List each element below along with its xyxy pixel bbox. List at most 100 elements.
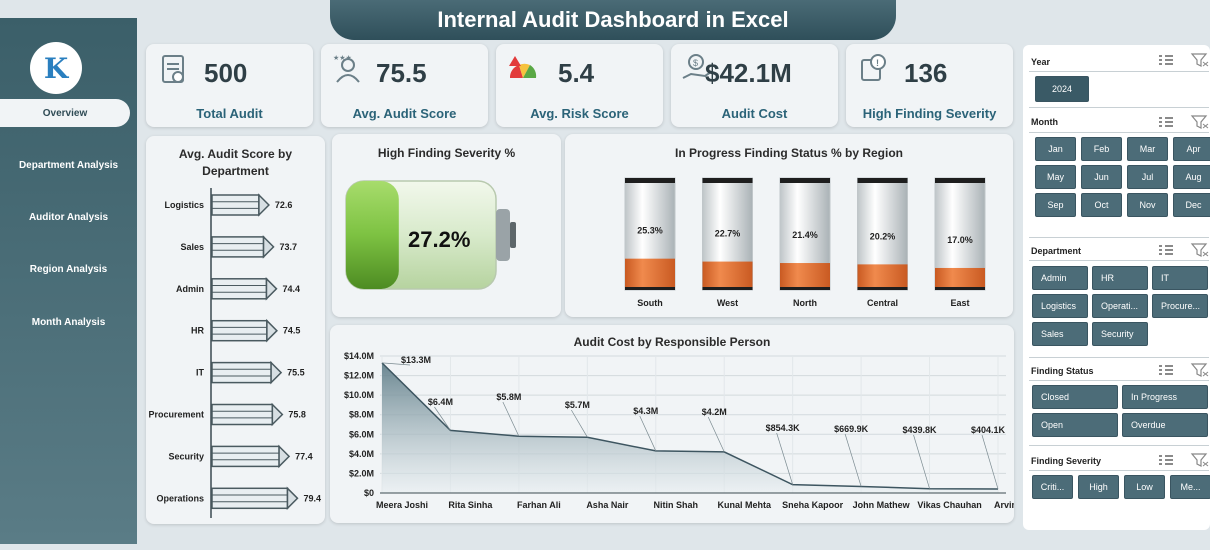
dept-bar-tip [278,444,291,469]
clear-filter-icon[interactable] [1183,53,1210,67]
year-2024[interactable]: 2024 [1035,76,1089,102]
status-slicer-label: Finding Status [1031,366,1094,376]
dept-option[interactable]: Sales [1032,322,1088,346]
nav-region-analysis[interactable]: Region Analysis [29,263,108,275]
battery-value: 27.2% [408,227,471,252]
data-label-leader [434,406,451,431]
sev-option[interactable]: Low [1124,475,1165,499]
page-title: Internal Audit Dashboard in Excel [437,7,789,32]
month-option[interactable]: Aug [1173,165,1210,189]
cost-area [382,362,998,493]
month-option[interactable]: Dec [1173,193,1210,217]
status-option[interactable]: Closed [1032,385,1118,409]
dept-bar-tip [286,486,299,511]
clear-filter-icon[interactable] [1183,115,1210,129]
nav-month-analysis[interactable]: Month Analysis [31,316,106,328]
region-value-label: 21.4% [792,230,818,240]
sev-option[interactable]: Me... [1170,475,1210,499]
month-option[interactable]: Jun [1081,165,1122,189]
svg-text:!: ! [876,58,879,68]
dept-category-label: Logistics [164,200,204,210]
dept-category-label: Security [168,451,204,461]
dept-category-label: Procurement [148,410,204,420]
sev-option[interactable]: High [1078,475,1119,499]
dept-option[interactable]: Logistics [1032,294,1088,318]
dept-option[interactable]: IT [1152,266,1208,290]
kpi-card-total-audit: 500 Total Audit [146,44,313,127]
status-option[interactable]: Open [1032,413,1118,437]
region-fill [857,264,908,287]
data-label-leader [502,401,520,437]
region-category-label: East [950,298,969,308]
data-label-leader [776,432,794,485]
dept-option[interactable]: Security [1092,322,1148,346]
dept-option[interactable]: HR [1092,266,1148,290]
cost-data-label: $4.3M [633,406,658,416]
month-option[interactable]: Jul [1127,165,1168,189]
multi-select-icon[interactable] [1157,243,1191,257]
y-tick-label: $0 [364,488,374,498]
nav-department-analysis[interactable]: Department Analysis [18,159,119,171]
divider [1029,71,1209,72]
month-option[interactable]: Mar [1127,137,1168,161]
dashboard-title-bar: Internal Audit Dashboard in Excel [330,0,896,40]
dept-bar [211,319,268,342]
dept-category-label: IT [196,368,205,378]
battery-panel: High Finding Severity % 27.2% [332,134,561,317]
x-category-label: Rita Sinha [448,500,493,510]
dept-option[interactable]: Procure... [1152,294,1208,318]
gauge-icon [509,56,537,78]
month-option[interactable]: Feb [1081,137,1122,161]
company-logo: K [30,42,82,94]
severity-slicer-label: Finding Severity [1031,456,1102,466]
dept-option[interactable]: Admin [1032,266,1088,290]
nav-auditor-analysis[interactable]: Auditor Analysis [28,211,109,223]
audit-cost-panel: Audit Cost by Responsible Person $14.0M $… [330,325,1014,523]
nav-overview[interactable]: Overview [0,99,130,127]
month-option[interactable]: Apr [1173,137,1210,161]
kpi-value: 136 [904,58,948,88]
divider [1029,380,1209,381]
region-fill [702,261,753,287]
dept-value-label: 79.4 [303,493,321,503]
dept-value-label: 73.7 [280,242,298,252]
region-cylinder-cap [935,178,985,183]
region-fill [780,263,830,287]
month-option[interactable]: Sep [1035,193,1076,217]
month-option[interactable]: May [1035,165,1076,189]
month-option[interactable]: Oct [1081,193,1122,217]
multi-select-icon[interactable] [1157,363,1191,377]
dept-value-label: 74.5 [283,326,301,336]
multi-select-icon[interactable] [1157,53,1191,67]
kpi-label: Total Audit [196,106,263,121]
dept-bar [211,487,289,510]
data-label-leader [707,416,725,453]
cost-data-label: $6.4M [428,397,453,407]
cost-data-label: $669.9K [834,424,869,434]
x-category-label: Asha Nair [586,500,629,510]
clear-filter-icon[interactable] [1183,363,1210,377]
region-cylinder-base [702,287,753,290]
divider [1029,132,1209,133]
multi-select-icon[interactable] [1157,115,1191,129]
region-cylinder-cap [625,178,675,183]
kpi-value: 75.5 [376,58,427,88]
clear-filter-icon[interactable] [1183,453,1210,467]
sev-option[interactable]: Criti... [1032,475,1073,499]
month-option[interactable]: Jan [1035,137,1076,161]
dept-bar [211,403,274,426]
dept-option[interactable]: Operati... [1092,294,1148,318]
kpi-card-avg-audit-score: ★★★ 75.5 Avg. Audit Score [321,44,488,127]
audit-cost-chart: $14.0M $12.0M $10.0M $8.0M $6.0M $4.0M $2.0M $0… [344,351,1014,510]
data-label-leader [844,433,862,487]
cost-data-label: $5.8M [496,392,521,402]
status-option[interactable]: In Progress [1122,385,1208,409]
region-category-label: North [793,298,817,308]
clear-filter-icon[interactable] [1183,243,1210,257]
multi-select-icon[interactable] [1157,453,1191,467]
status-option[interactable]: Overdue [1122,413,1208,437]
kpi-card-audit-cost: $ $42.1M Audit Cost [671,44,838,127]
month-option[interactable]: Nov [1127,193,1168,217]
dept-value-label: 77.4 [295,451,313,461]
y-tick-label: $8.0M [349,410,374,420]
